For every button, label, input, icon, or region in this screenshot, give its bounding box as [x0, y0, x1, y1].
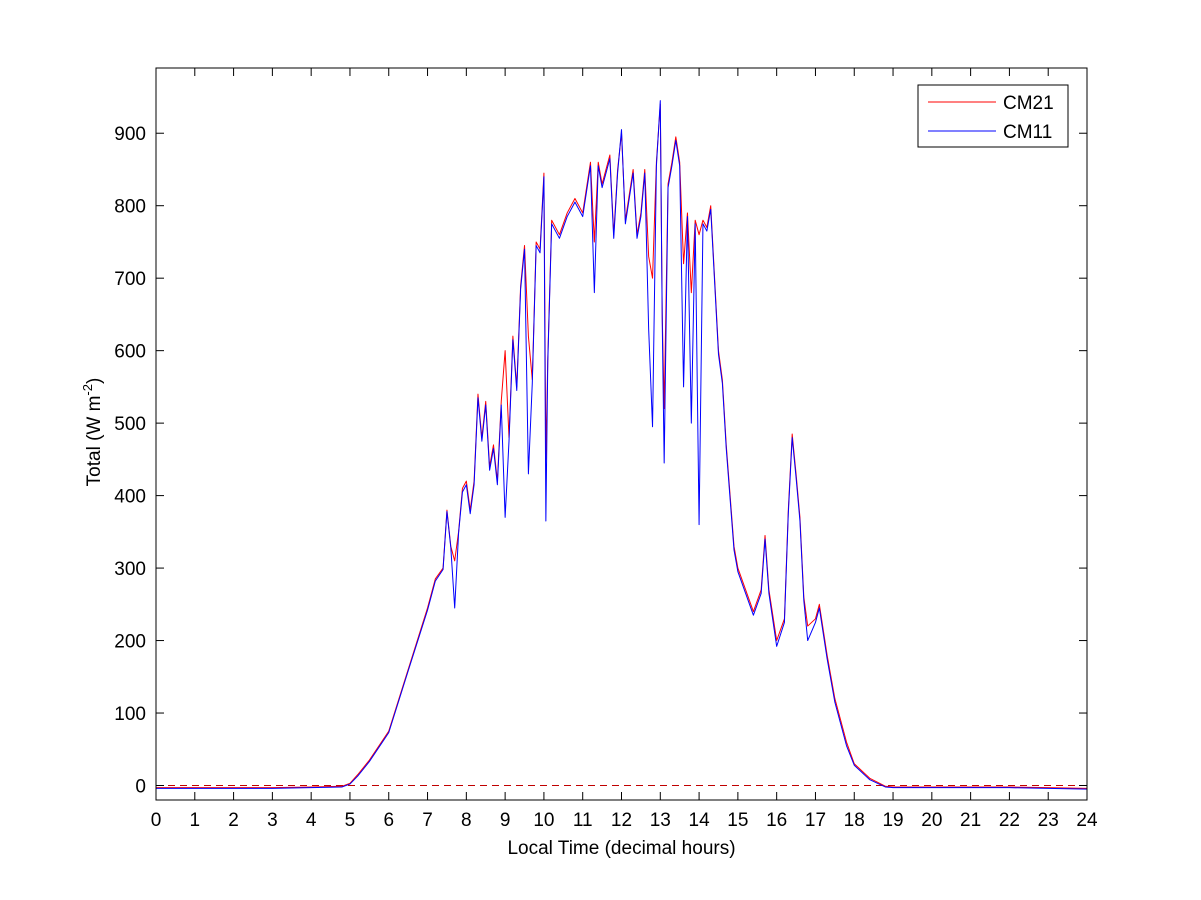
- y-tick-label: 600: [114, 342, 146, 363]
- y-tick-label: 0: [135, 777, 146, 798]
- y-tick-label: 800: [114, 197, 146, 218]
- y-axis-label: Total (W m-2): [80, 378, 105, 487]
- x-axis-ticks: 0 1 2 3 4 5 6 7 8 9 10 11 12 13 14 15 16 17 18 19 20 21 22 23 24: [151, 68, 1098, 831]
- y-tick-label: 200: [114, 632, 146, 653]
- x-tick-label: 4: [306, 810, 317, 831]
- y-tick-label: 300: [114, 559, 146, 580]
- x-tick-label: 17: [805, 810, 826, 831]
- y-axis-ticks: 0 100 200 300 400 500 600 700 800 900: [114, 124, 1087, 798]
- x-tick-label: 1: [190, 810, 201, 831]
- x-tick-label: 7: [422, 810, 433, 831]
- legend-label-cm21: CM21: [1003, 93, 1054, 114]
- x-tick-label: 14: [689, 810, 711, 831]
- legend: CM21 CM11: [917, 84, 1069, 148]
- x-tick-label: 9: [500, 810, 511, 831]
- x-tick-label: 18: [844, 810, 865, 831]
- x-tick-label: 15: [727, 810, 748, 831]
- x-axis-label: Local Time (decimal hours): [507, 838, 735, 859]
- x-tick-label: 11: [573, 810, 593, 831]
- x-tick-label: 23: [1038, 810, 1059, 831]
- x-tick-label: 24: [1076, 810, 1098, 831]
- y-tick-label: 500: [114, 414, 146, 435]
- x-tick-label: 2: [228, 810, 239, 831]
- y-tick-label: 400: [114, 487, 146, 508]
- x-tick-label: 16: [766, 810, 787, 831]
- x-tick-label: 0: [151, 810, 162, 831]
- y-tick-label: 100: [114, 704, 146, 725]
- x-tick-label: 6: [383, 810, 394, 831]
- x-tick-label: 3: [267, 810, 278, 831]
- x-tick-label: 22: [999, 810, 1020, 831]
- y-axis-label-prefix: Total (W m: [84, 396, 105, 487]
- x-tick-label: 21: [960, 810, 981, 831]
- legend-label-cm11: CM11: [1003, 122, 1052, 143]
- x-tick-label: 8: [461, 810, 472, 831]
- x-tick-label: 10: [533, 810, 554, 831]
- x-tick-label: 19: [882, 810, 903, 831]
- series-line-cm11: [156, 100, 1088, 790]
- y-axis-label-superscript: -2: [80, 384, 95, 396]
- x-tick-label: 5: [345, 810, 356, 831]
- y-tick-label: 700: [114, 269, 146, 290]
- x-tick-label: 12: [611, 810, 632, 831]
- series-lines: [156, 100, 1088, 790]
- y-axis-label-suffix: ): [84, 378, 105, 384]
- legend-box: [917, 84, 1069, 148]
- x-tick-label: 13: [650, 810, 671, 831]
- y-tick-label: 900: [114, 124, 146, 145]
- x-tick-label: 20: [921, 810, 942, 831]
